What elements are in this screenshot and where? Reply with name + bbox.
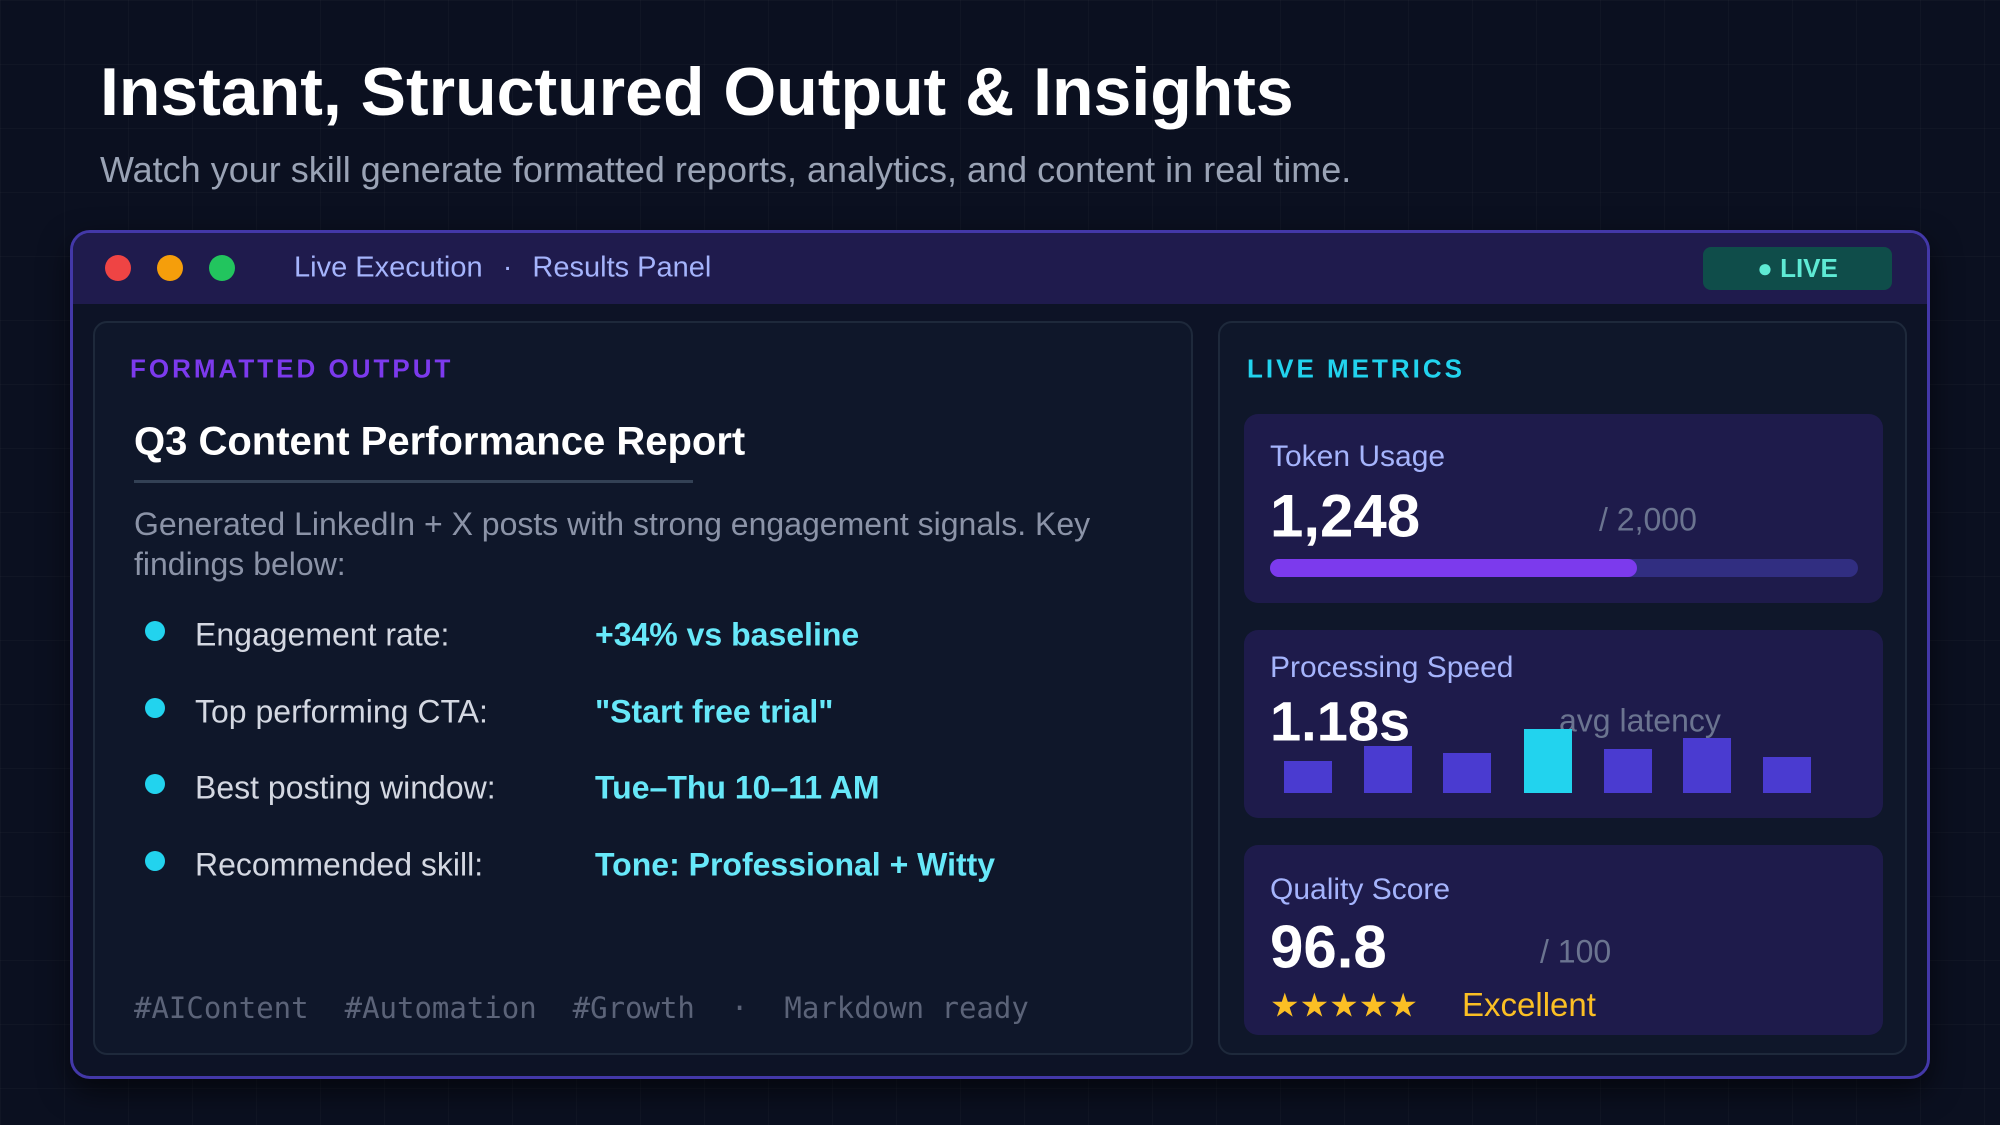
close-button[interactable]: [105, 255, 131, 281]
section-label: LIVE METRICS: [1247, 353, 1466, 384]
page-subtitle: Watch your skill generate formatted repo…: [100, 149, 1352, 190]
minimize-button[interactable]: [157, 255, 183, 281]
metric-label: Quality Score: [1270, 873, 1451, 906]
progress-fill: [1270, 559, 1637, 577]
metric-max: / 2,000: [1599, 501, 1697, 538]
results-window: Live Execution · Results Panel ● LIVE FO…: [70, 230, 1930, 1079]
metric-value: 1,248: [1270, 482, 1421, 550]
bullet: [145, 774, 165, 794]
window-title: Live Execution · Results Panel: [294, 252, 711, 285]
spark-bar: [1364, 746, 1412, 793]
metrics-panel: LIVE METRICS Token Usage 1,248 / 2,000 P…: [1218, 321, 1907, 1055]
spark-bar: [1763, 757, 1811, 793]
spark-bar: [1683, 738, 1731, 793]
hashtag: #Automation: [344, 991, 537, 1025]
progress-track: [1270, 559, 1858, 577]
speed-card: Processing Speed 1.18s avg latency: [1244, 630, 1883, 818]
metric-max: / 100: [1540, 933, 1612, 970]
finding-label: Top performing CTA:: [195, 693, 488, 729]
finding-value: Tue–Thu 10–11 AM: [595, 769, 880, 806]
separator: ·: [502, 251, 513, 284]
metric-caption: avg latency: [1559, 702, 1721, 739]
finding-value: "Start free trial": [595, 693, 834, 729]
metric-label: Token Usage: [1270, 440, 1446, 473]
title-bar: Live Execution · Results Panel ● LIVE: [73, 233, 1927, 304]
separator: ·: [730, 991, 749, 1025]
tag-row: #AIContent #Automation #Growth · Markdown re…: [134, 991, 1029, 1025]
spark-bar: [1604, 749, 1652, 793]
rating-text: Excellent: [1462, 986, 1596, 1023]
rating-stars: ★★★★★: [1270, 985, 1418, 1025]
bullet: [145, 621, 165, 641]
finding-label: Recommended skill:: [195, 846, 484, 882]
title-underline: [134, 480, 693, 483]
hashtag: #AIContent: [134, 991, 309, 1025]
section-label: FORMATTED OUTPUT: [130, 353, 454, 384]
spark-bar: [1524, 729, 1572, 793]
maximize-button[interactable]: [209, 255, 235, 281]
metric-label: Processing Speed: [1270, 651, 1514, 684]
live-badge: ● LIVE: [1703, 247, 1892, 290]
metric-value: 1.18s: [1270, 689, 1411, 753]
hashtag: #Growth: [572, 991, 695, 1025]
report-summary: Generated LinkedIn + X posts with strong…: [134, 506, 1091, 582]
window-subtitle: Results Panel: [532, 251, 712, 284]
bullet: [145, 697, 165, 718]
output-panel: FORMATTED OUTPUT Q3 Content Performance …: [93, 321, 1193, 1055]
report-title: Q3 Content Performance Report: [134, 419, 746, 464]
token-card: Token Usage 1,248 / 2,000: [1244, 414, 1883, 603]
spark-bar: [1443, 753, 1491, 793]
bullet: [145, 850, 165, 871]
page-title: Instant, Structured Output & Insights: [100, 54, 1294, 130]
quality-card: Quality Score 96.8 / 100 ★★★★★ Excellent: [1244, 845, 1883, 1035]
spark-bar: [1284, 761, 1332, 793]
footer-note: Markdown ready: [784, 991, 1029, 1025]
finding-label: Best posting window:: [195, 769, 496, 806]
finding-value: Tone: Professional + Witty: [595, 846, 996, 882]
finding-label: Engagement rate:: [195, 616, 450, 653]
window-title-text: Live Execution: [294, 251, 483, 284]
finding-value: +34% vs baseline: [595, 616, 860, 653]
metric-value: 96.8: [1270, 913, 1387, 981]
